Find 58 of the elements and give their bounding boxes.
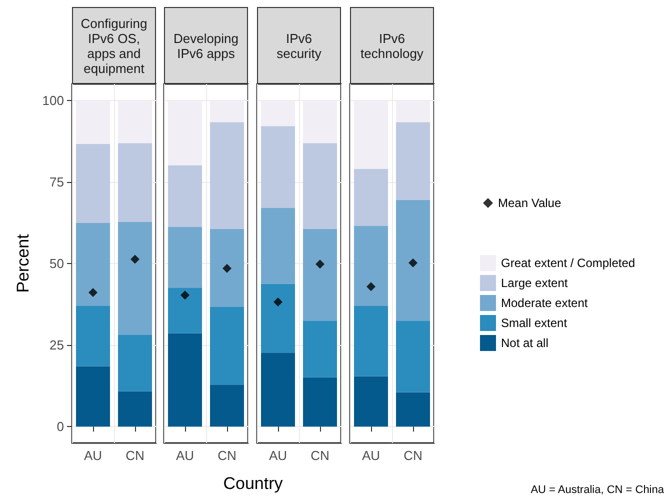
bar <box>168 288 202 334</box>
bar <box>396 320 430 392</box>
bar <box>303 228 337 321</box>
chart-title: Configuring IPv6 OS, apps and equipment <box>72 7 156 84</box>
bar <box>396 392 430 427</box>
legend-label: Small extent <box>501 316 568 330</box>
bar <box>354 168 388 226</box>
bar <box>261 208 295 284</box>
legend-label: Large extent <box>501 276 568 290</box>
bar <box>118 143 152 222</box>
x-tick-label: CN <box>218 448 236 463</box>
bar <box>76 366 110 427</box>
y-tick-label: 75 <box>50 174 64 190</box>
bar <box>261 352 295 427</box>
x-tick-label: AU <box>176 448 194 463</box>
x-tick-label: CN <box>310 448 330 463</box>
bar <box>210 384 244 427</box>
bar <box>76 306 110 366</box>
bar <box>210 228 244 307</box>
legend-label: Great extent / Completed <box>501 256 636 270</box>
legend-label: Moderate extent <box>501 296 588 310</box>
y-tick-label: 100 <box>42 92 64 108</box>
bar <box>76 223 110 306</box>
bar <box>354 376 388 427</box>
bar <box>303 143 337 229</box>
bar <box>303 320 337 378</box>
y-tick-label: 50 <box>50 256 64 271</box>
x-tick-label: AU <box>362 448 380 463</box>
chart-title: IPv6 technology <box>350 7 434 84</box>
bar <box>261 284 295 353</box>
x-tick-label: AU <box>84 448 102 463</box>
bar <box>168 165 202 227</box>
bar <box>261 126 295 208</box>
y-tick-label: 25 <box>50 338 64 353</box>
chart-title: IPv6 security <box>257 7 341 84</box>
bar <box>210 122 244 229</box>
chart-title: Developing IPv6 apps <box>164 7 248 84</box>
x-tick-label: CN <box>126 448 144 463</box>
bar <box>354 226 388 306</box>
bar <box>118 391 152 427</box>
bar <box>396 122 430 200</box>
legend-label: Mean Value <box>498 196 562 210</box>
x-tick-label: CN <box>404 448 422 463</box>
y-axis-title: Percent <box>13 234 32 293</box>
text: AU = Australia, CN = China <box>530 484 664 496</box>
bar <box>118 334 152 392</box>
bar <box>210 306 244 385</box>
bar <box>396 200 430 321</box>
bar <box>354 306 388 376</box>
bar <box>168 226 202 288</box>
bar <box>168 333 202 427</box>
x-axis-title: Country <box>222 474 284 494</box>
y-tick-label: 0 <box>56 419 64 434</box>
legend-label: Not at all <box>501 336 548 350</box>
bar <box>118 222 152 335</box>
bar <box>76 144 110 224</box>
x-tick-label: AU <box>268 448 288 463</box>
bar <box>303 377 337 427</box>
